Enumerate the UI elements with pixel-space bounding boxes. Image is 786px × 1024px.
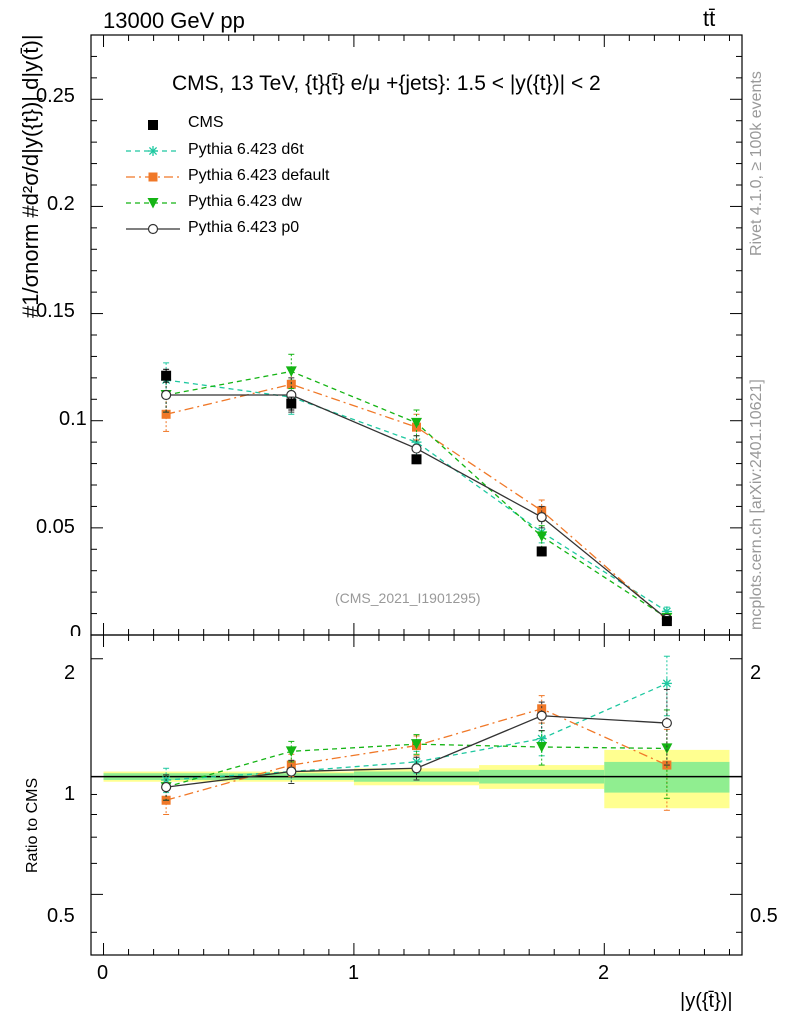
ratio-point-dw bbox=[285, 746, 297, 757]
ratio-tick-label-right: 0.5 bbox=[750, 905, 778, 927]
x-tick-label: 2 bbox=[598, 962, 610, 984]
ratio-point-p0 bbox=[286, 766, 297, 777]
chart-title: CMS, 13 TeV, {t}{t̄} e/μ +{jets}: 1.5 < … bbox=[172, 72, 601, 95]
ratio-point-d6t-stroke bbox=[537, 734, 546, 743]
ratio-point-d6t bbox=[661, 678, 672, 689]
ratio-point-dw bbox=[661, 743, 673, 754]
ratio-tick-label: 2 bbox=[64, 662, 76, 684]
ratio-point-p0 bbox=[661, 717, 672, 729]
ratio-tick-label-right: 2 bbox=[750, 662, 762, 684]
ratio-point-d6t-stroke bbox=[662, 679, 671, 688]
ratio-plot-frame bbox=[90, 634, 743, 956]
legend-label-cms: CMS bbox=[188, 114, 224, 131]
point-dw bbox=[285, 366, 297, 377]
legend-label-dw: Pythia 6.423 dw bbox=[188, 193, 302, 210]
ratio-point-dw bbox=[536, 742, 548, 753]
series-line-d6t bbox=[166, 379, 668, 612]
point-cms bbox=[286, 398, 297, 409]
point-dw bbox=[411, 417, 422, 429]
point-cms bbox=[661, 616, 672, 627]
legend-marker-default bbox=[148, 172, 158, 182]
ratio-point-p0 bbox=[161, 781, 172, 793]
y-tick-label: 0.1 bbox=[59, 408, 87, 430]
analysis-annotation: (CMS_2021_I1901295) bbox=[335, 590, 481, 606]
legend-label-d6t: Pythia 6.423 d6t bbox=[188, 141, 304, 158]
ratio-line-d6t bbox=[166, 682, 668, 781]
ratio-tick-label: 1 bbox=[64, 783, 76, 805]
legend-label-p0: Pythia 6.423 p0 bbox=[188, 219, 300, 236]
point-dw bbox=[536, 531, 548, 542]
ratio-tick-label: 0.5 bbox=[47, 905, 75, 927]
ratio-point-p0 bbox=[411, 763, 422, 774]
header-right: tt̄ bbox=[703, 6, 716, 31]
y-tick-label: 0.15 bbox=[36, 300, 75, 322]
y-tick-label: 0.25 bbox=[36, 85, 75, 107]
y-tick-label-zero: 0 bbox=[70, 622, 82, 636]
x-tick-label: 0 bbox=[97, 962, 109, 984]
legend-marker-cms bbox=[148, 120, 158, 130]
legend-marker-d6t bbox=[148, 146, 158, 156]
legend-marker-dw bbox=[147, 198, 159, 209]
legend-marker-p0 bbox=[147, 223, 159, 235]
ratio-line-default bbox=[165, 708, 668, 801]
x-axis-label: |y({t̄})| bbox=[680, 990, 733, 1012]
y-tick-label: 0.05 bbox=[36, 516, 75, 538]
ratio-point-p0 bbox=[536, 710, 547, 721]
y-tick-label: 0.2 bbox=[47, 193, 75, 215]
point-cms bbox=[536, 546, 547, 557]
point-cms bbox=[411, 454, 422, 465]
point-cms bbox=[161, 370, 172, 381]
header-left: 13000 GeV pp bbox=[103, 8, 245, 33]
point-p0 bbox=[161, 389, 172, 401]
point-p0 bbox=[411, 443, 422, 454]
x-tick-label: 1 bbox=[348, 962, 360, 984]
point-p0 bbox=[536, 512, 547, 523]
ratio-point-default bbox=[537, 704, 547, 714]
legend-marker-d6t-stroke bbox=[148, 146, 158, 156]
y-axis-label: #1/σnorm #d²σ/d|y({t})| d|y(t̄)| bbox=[18, 34, 43, 318]
ratio-y-axis-label: Ratio to CMS bbox=[24, 777, 41, 873]
point-default bbox=[161, 409, 171, 419]
legend-label-default: Pythia 6.423 default bbox=[188, 167, 330, 184]
series-line-dw bbox=[165, 370, 668, 619]
ratio-point-dw bbox=[411, 739, 422, 750]
